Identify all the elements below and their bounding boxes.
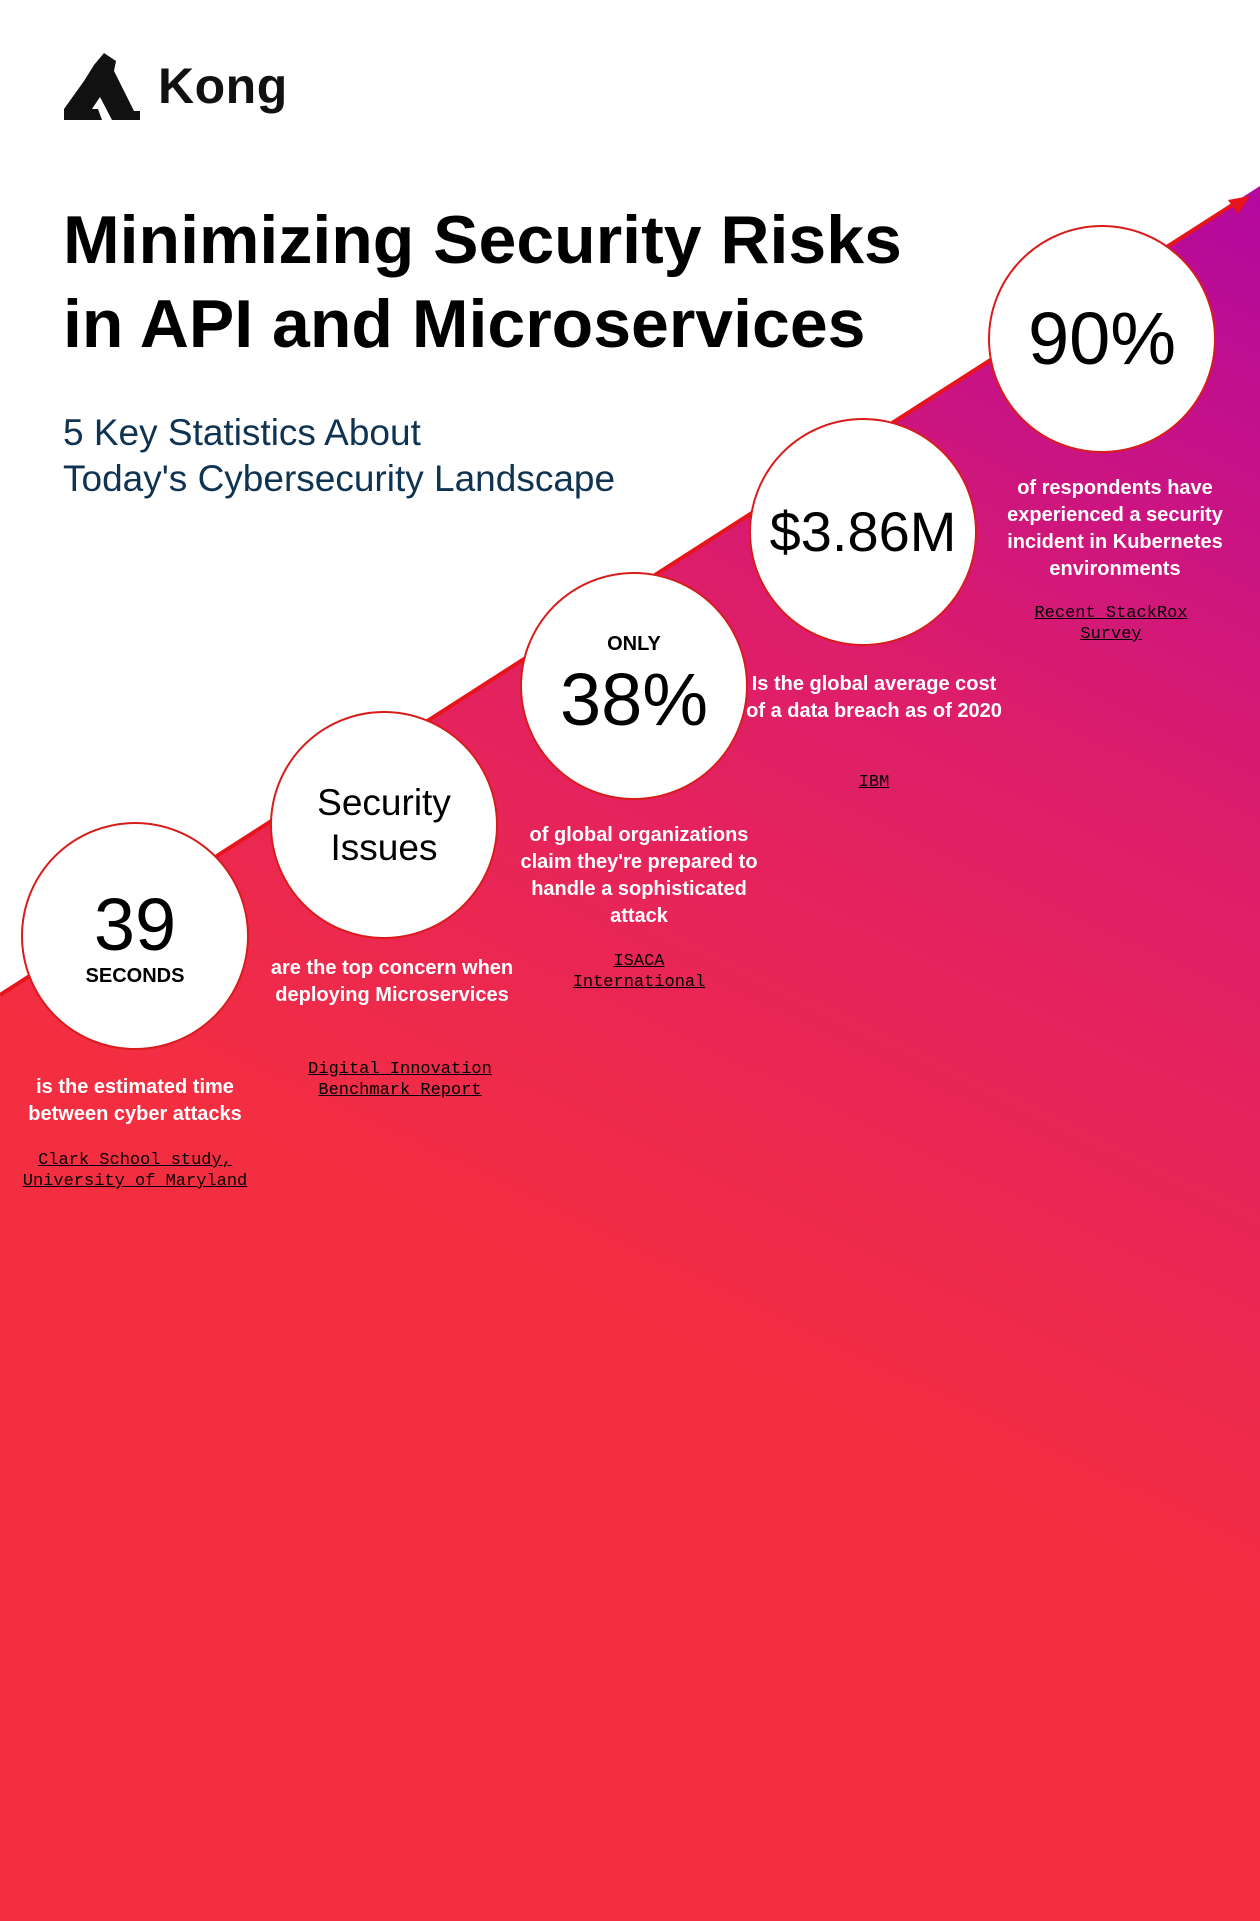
stat-prefix: ONLY — [607, 632, 661, 655]
source-line: ISACA — [613, 952, 665, 971]
source-line: Clark School study, — [38, 1151, 232, 1170]
source-line: International — [572, 973, 706, 992]
source-line: Survey — [1080, 625, 1142, 644]
source-line: University of Maryland — [22, 1172, 248, 1191]
stat-source-link[interactable]: ISACA International — [509, 951, 769, 993]
source-line: Recent StackRox — [1034, 604, 1188, 623]
source-line: Benchmark Report — [318, 1081, 482, 1100]
stat-unit: SECONDS — [85, 964, 185, 987]
stat-value: 38% — [559, 657, 709, 741]
source-line: Digital Innovation — [308, 1060, 492, 1079]
stat-circle-90-percent: 90% — [988, 225, 1216, 453]
stat-source-link[interactable]: Clark School study, University of Maryla… — [5, 1150, 265, 1192]
stat-circle-security-issues: Security Issues — [270, 711, 498, 939]
stat-value-line-2: Issues — [330, 827, 438, 868]
page-title: Minimizing Security Risks in API and Mic… — [63, 198, 923, 366]
stat-circle-38-percent: ONLY 38% — [520, 572, 748, 800]
subtitle-line-1: 5 Key Statistics About — [63, 412, 421, 453]
stat-description: Is the global average cost of a data bre… — [746, 673, 1002, 722]
stat-value: 39 — [93, 882, 177, 966]
stat-description: of global organizations claim they're pr… — [520, 824, 758, 927]
stat-description: of respondents have experienced a securi… — [1007, 477, 1223, 580]
title-line-1: Minimizing Security Risks — [63, 202, 902, 278]
stat-source-link[interactable]: Digital Innovation Benchmark Report — [270, 1059, 530, 1101]
title-line-2: in API and Microservices — [63, 286, 866, 362]
brand-name: Kong — [158, 58, 288, 114]
source-line: IBM — [858, 773, 890, 792]
rising-area — [0, 186, 1260, 1921]
kong-logo[interactable]: Kong — [64, 51, 288, 121]
arrow-head-icon — [1228, 196, 1250, 214]
subtitle: 5 Key Statistics About Today's Cybersecu… — [63, 410, 763, 502]
stat-value-line-1: Security — [317, 782, 451, 823]
stat-source-link[interactable]: Recent StackRox Survey — [981, 603, 1241, 645]
subtitle-line-2: Today's Cybersecurity Landscape — [63, 458, 616, 499]
stat-description: are the top concern when deploying Micro… — [270, 957, 514, 1006]
stat-value: $3.86M — [769, 500, 957, 563]
stat-circle-39-seconds: 39 SECONDS — [21, 822, 249, 1050]
stat-value: 90% — [1027, 297, 1177, 380]
stat-description: is the estimated time between cyber atta… — [28, 1076, 242, 1125]
stat-source-link[interactable]: IBM — [744, 772, 1004, 793]
stat-circle-3-86m: $3.86M — [749, 418, 977, 646]
kong-gorilla-icon — [64, 53, 140, 120]
